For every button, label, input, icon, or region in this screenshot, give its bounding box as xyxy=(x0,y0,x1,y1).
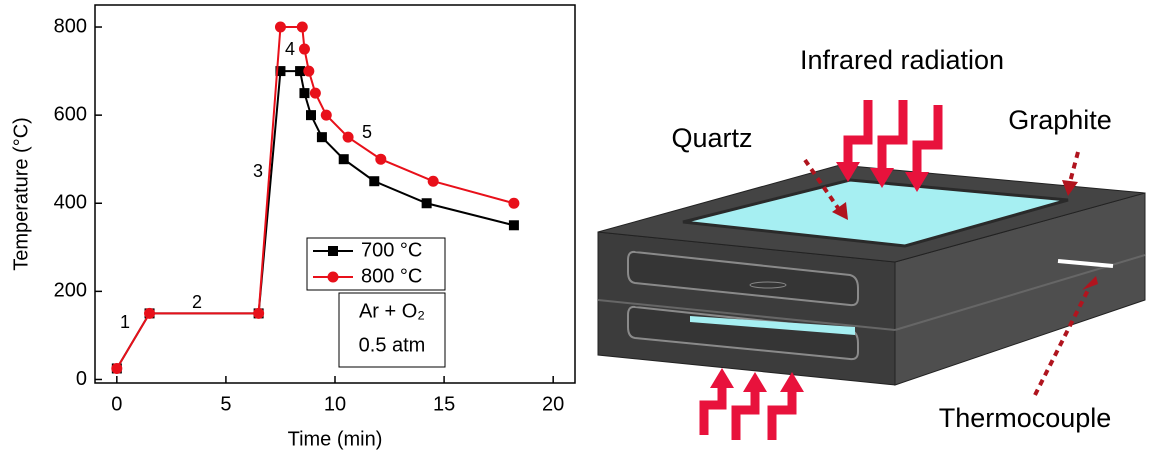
marker xyxy=(306,110,316,120)
marker xyxy=(297,22,308,33)
marker xyxy=(321,110,332,121)
marker xyxy=(328,246,338,256)
graphite-label: Graphite xyxy=(1008,105,1112,135)
stage-annotation: 3 xyxy=(253,161,263,181)
y-axis-label: Temperature (°C) xyxy=(10,117,32,271)
figure: Infrared radiation Quartz Graphite Therm… xyxy=(0,0,1162,461)
marker xyxy=(299,44,310,55)
arrowhead xyxy=(710,368,734,388)
series-line xyxy=(117,27,514,368)
marker xyxy=(343,132,354,143)
ir-arrow xyxy=(772,390,792,440)
marker xyxy=(299,88,309,98)
arrowhead xyxy=(743,372,767,392)
marker xyxy=(509,220,519,230)
marker xyxy=(275,22,286,33)
stage-annotation: 5 xyxy=(362,122,372,142)
condition-text: 0.5 atm xyxy=(359,334,426,356)
y-tick-label: 800 xyxy=(54,15,87,37)
ir-arrow xyxy=(882,100,903,172)
stage-annotation: 4 xyxy=(285,39,295,59)
marker xyxy=(422,198,432,208)
ir-arrow xyxy=(736,390,755,440)
marker xyxy=(428,176,439,187)
marker xyxy=(369,176,379,186)
ir-arrow xyxy=(704,385,722,435)
y-tick-label: 400 xyxy=(54,192,87,214)
marker xyxy=(317,132,327,142)
x-tick-label: 20 xyxy=(542,393,564,415)
marker xyxy=(111,363,122,374)
y-tick-label: 600 xyxy=(54,103,87,125)
infrared-label: Infrared radiation xyxy=(800,45,1004,75)
legend-label: 800 °C xyxy=(361,265,422,287)
thermocouple-label: Thermocouple xyxy=(939,403,1112,433)
marker xyxy=(508,198,519,209)
graphite-pointer xyxy=(1070,152,1078,182)
stage-annotation: 1 xyxy=(120,312,130,332)
stage-annotation: 2 xyxy=(192,292,202,312)
marker xyxy=(328,272,339,283)
heater-diagram xyxy=(598,165,1145,385)
marker xyxy=(339,154,349,164)
marker xyxy=(310,88,321,99)
marker xyxy=(144,308,155,319)
x-tick-label: 5 xyxy=(220,393,231,415)
plot-frame xyxy=(95,5,575,383)
x-tick-label: 10 xyxy=(324,393,346,415)
ir-arrow xyxy=(917,105,938,175)
y-tick-label: 200 xyxy=(54,280,87,302)
legend-label: 700 °C xyxy=(361,239,422,261)
x-tick-label: 15 xyxy=(433,393,455,415)
x-tick-label: 0 xyxy=(111,393,122,415)
x-axis-label: Time (min) xyxy=(288,428,383,450)
marker xyxy=(303,66,314,77)
ir-arrow xyxy=(848,100,868,165)
marker xyxy=(375,154,386,165)
quartz-label: Quartz xyxy=(671,123,752,153)
y-tick-label: 0 xyxy=(76,368,87,390)
marker xyxy=(253,308,264,319)
condition-text: Ar + O₂ xyxy=(359,300,425,322)
